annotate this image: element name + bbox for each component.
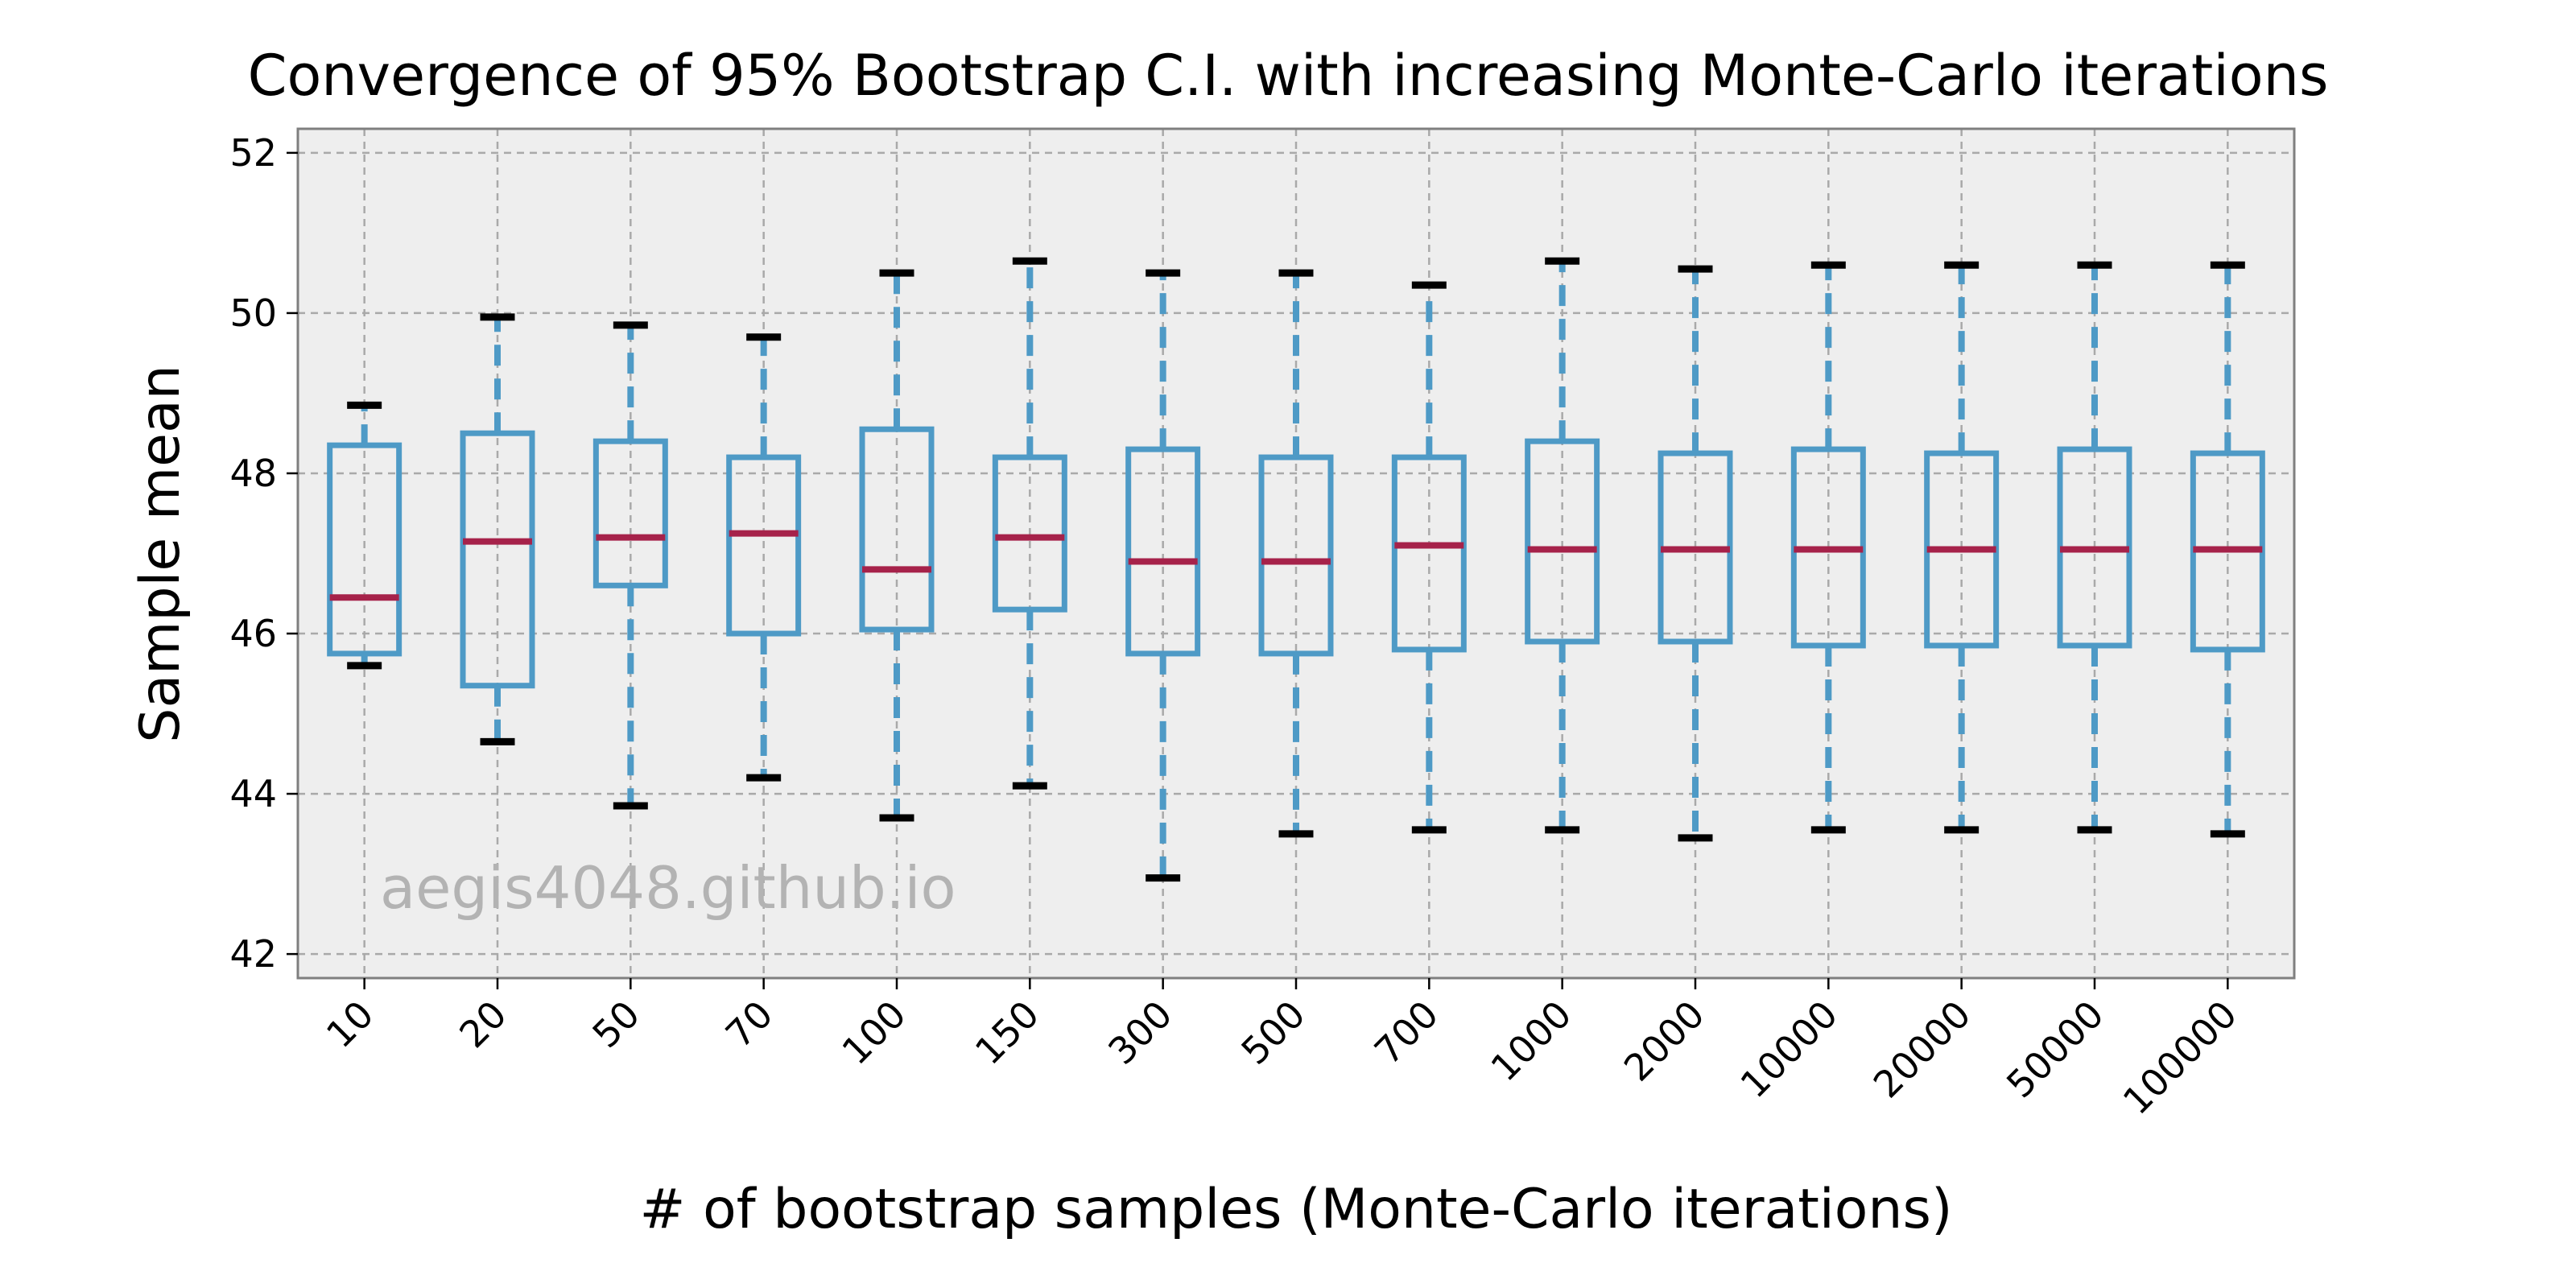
y-axis-label: Sample mean bbox=[129, 365, 192, 742]
box-series bbox=[327, 257, 2265, 882]
box-item bbox=[1790, 261, 1866, 834]
box-item bbox=[1525, 257, 1600, 834]
iqr-box bbox=[1391, 454, 1467, 653]
iqr-box bbox=[726, 454, 802, 637]
box-item bbox=[1657, 265, 1733, 842]
x-tick-label: 10000 bbox=[1732, 993, 1846, 1107]
box-item bbox=[859, 269, 935, 822]
x-tick-label: 50000 bbox=[1998, 993, 2112, 1107]
y-tick-label: 48 bbox=[229, 452, 277, 495]
x-tick-label: 100000 bbox=[2115, 993, 2245, 1123]
iqr-box bbox=[327, 442, 402, 657]
y-tick-label: 46 bbox=[229, 612, 277, 655]
box-item bbox=[460, 313, 535, 745]
box-item bbox=[1924, 261, 2000, 834]
box-item bbox=[2190, 261, 2265, 838]
y-tick-label: 50 bbox=[229, 291, 277, 335]
iqr-box bbox=[460, 430, 535, 689]
iqr-box bbox=[1525, 438, 1600, 645]
x-tick-label: 2000 bbox=[1616, 993, 1713, 1090]
x-tick-label: 50 bbox=[584, 993, 649, 1057]
box-item bbox=[1258, 269, 1334, 838]
iqr-box bbox=[859, 426, 935, 633]
x-tick-label: 500 bbox=[1233, 993, 1314, 1073]
iqr-box bbox=[1125, 446, 1201, 657]
iqr-box bbox=[1258, 454, 1334, 657]
box-item bbox=[726, 333, 802, 782]
y-axis-ticks: 42 44 46 48 50 52 bbox=[229, 131, 298, 976]
x-tick-label: 1000 bbox=[1482, 993, 1579, 1090]
iqr-box bbox=[592, 438, 668, 588]
x-tick-label: 300 bbox=[1100, 993, 1180, 1073]
y-tick-label: 42 bbox=[229, 932, 277, 976]
box-item bbox=[1391, 281, 1467, 834]
x-tick-label: 20000 bbox=[1865, 993, 1979, 1107]
y-tick-label: 52 bbox=[229, 131, 277, 175]
x-tick-label: 100 bbox=[834, 993, 914, 1073]
x-axis-ticks: 10 20 50 70 100 150 300 500 700 1000 2000 10000 2000… bbox=[318, 978, 2245, 1123]
box-item bbox=[2057, 261, 2132, 834]
box-item bbox=[327, 401, 402, 670]
y-tick-label: 44 bbox=[229, 772, 277, 815]
chart-title: Convergence of 95% Bootstrap C.I. with i… bbox=[248, 43, 2329, 109]
box-item bbox=[992, 257, 1067, 790]
x-tick-label: 70 bbox=[717, 993, 782, 1057]
x-tick-label: 10 bbox=[318, 993, 382, 1057]
x-tick-label: 20 bbox=[451, 993, 515, 1057]
watermark-text: aegis4048.github.io bbox=[380, 854, 956, 922]
x-tick-label: 150 bbox=[967, 993, 1047, 1073]
x-tick-label: 700 bbox=[1366, 993, 1447, 1073]
box-item bbox=[592, 321, 668, 810]
box-item bbox=[1125, 269, 1201, 882]
iqr-box bbox=[992, 454, 1067, 613]
x-axis-label: # of bootstrap samples (Monte-Carlo iter… bbox=[640, 1178, 1953, 1241]
